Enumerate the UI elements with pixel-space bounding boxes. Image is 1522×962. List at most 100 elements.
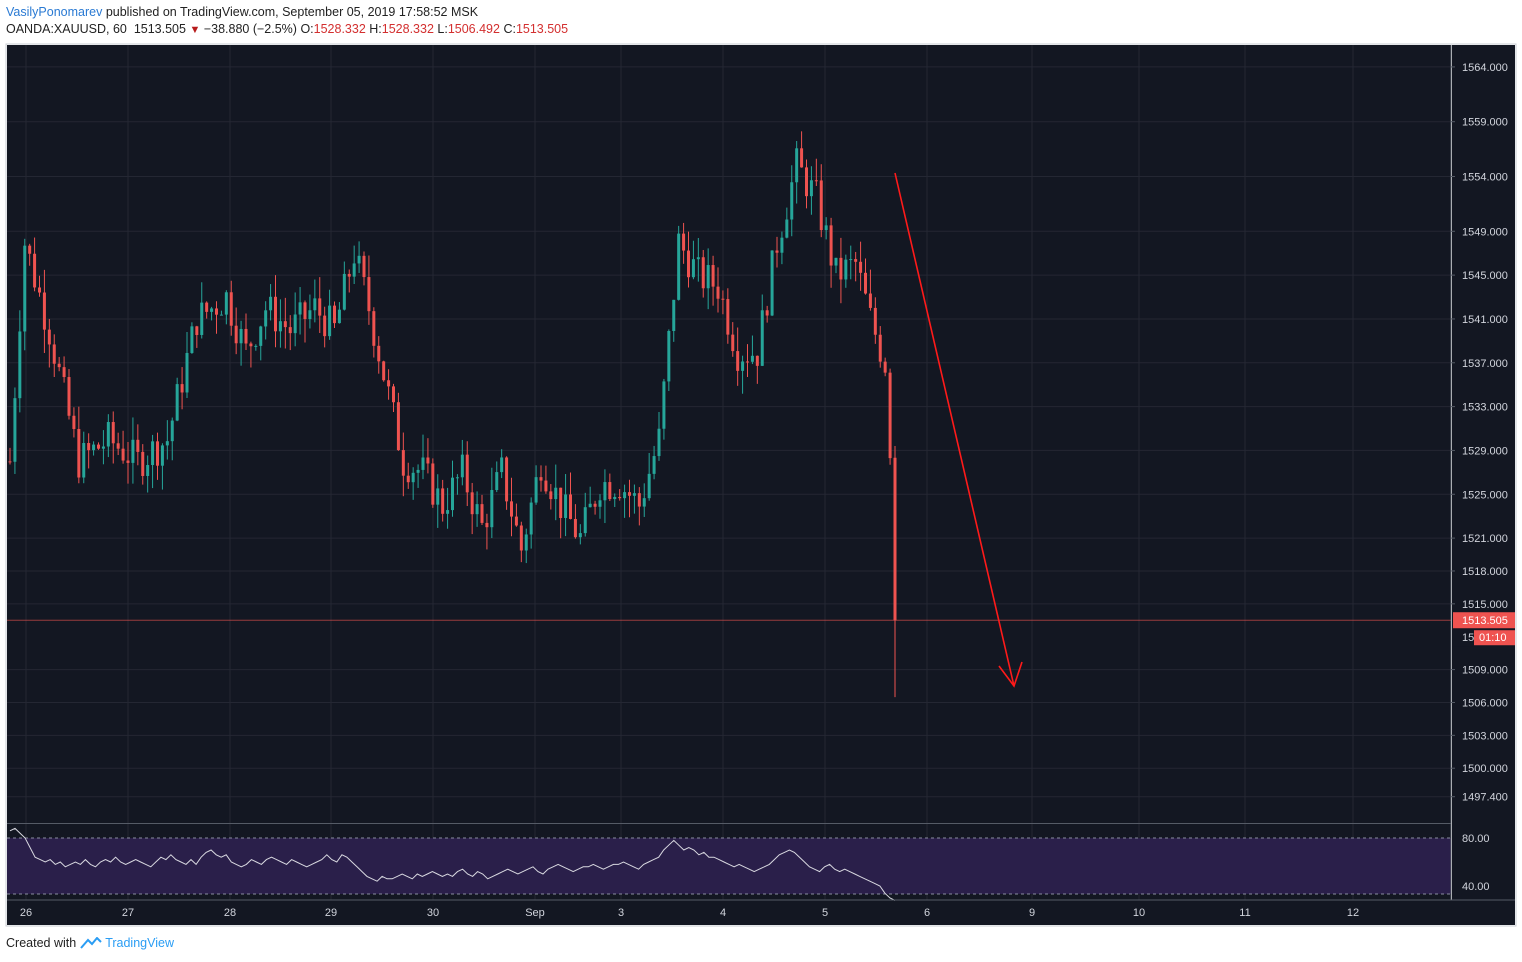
candle-body [18, 331, 22, 399]
candle-body [465, 454, 469, 493]
candle-body [455, 477, 459, 479]
candle-body [293, 314, 297, 334]
candle-body [377, 345, 381, 362]
y-tick-label: 1525.000 [1462, 489, 1508, 501]
candle-body [460, 454, 464, 478]
x-tick-label: 10 [1133, 907, 1145, 919]
high-value: 1528.332 [381, 22, 434, 36]
candle-body [57, 363, 61, 368]
candle-body [637, 493, 641, 507]
open-label: O: [300, 22, 314, 36]
candle-body [38, 287, 41, 293]
candle-body [785, 219, 789, 238]
candle-body [505, 457, 509, 502]
candle-body [539, 477, 543, 481]
candle-body [254, 345, 258, 347]
candle-body [239, 328, 243, 344]
candle-body [274, 296, 277, 332]
candle-body [42, 292, 46, 330]
candle-body [770, 250, 774, 316]
candle-body [854, 259, 858, 262]
candle-body [667, 330, 671, 382]
candle-body [337, 309, 341, 324]
candle-body [416, 469, 420, 473]
candle-body [721, 298, 725, 300]
candle-body [333, 305, 336, 324]
candle-body [711, 265, 715, 287]
author-link[interactable]: VasilyPonomarev [6, 5, 103, 19]
candle-body [318, 298, 322, 316]
candle-body [269, 296, 273, 311]
candle-body [603, 482, 607, 501]
x-tick-label: 29 [325, 907, 337, 919]
candle-body [92, 444, 96, 451]
candle-body [283, 321, 287, 328]
candle-body [215, 308, 218, 315]
rsi-pane [7, 827, 1451, 901]
candle-body [165, 441, 169, 446]
candle-body [175, 384, 179, 421]
candle-body [219, 314, 223, 316]
candle-body [382, 361, 386, 381]
candle-body [559, 487, 563, 518]
down-triangle-icon: ▼ [189, 24, 201, 36]
candle-body [475, 504, 479, 515]
candle-body [824, 225, 828, 231]
x-tick-label: 30 [427, 907, 439, 919]
candle-body [200, 302, 204, 335]
last-price: 1513.505 [133, 22, 186, 36]
ticker-line: OANDA:XAUUSD, 60 1513.505 ▼ −38.880 (−2.… [6, 21, 568, 38]
overlay: 1513.505 15 01:10 [7, 172, 1515, 688]
candle-body [229, 292, 233, 326]
candle-body [682, 233, 686, 251]
tradingview-link[interactable]: TradingView [105, 936, 174, 950]
candle-body [313, 298, 317, 311]
candle-body [829, 225, 833, 266]
candle-body [106, 422, 110, 447]
candle-body [800, 148, 804, 168]
candle-body [446, 510, 450, 514]
candle-body [755, 355, 759, 366]
x-tick-label: Sep [525, 907, 545, 919]
candle-body [308, 310, 312, 320]
y-tick-label: 1509.000 [1462, 665, 1508, 677]
grid [7, 45, 1451, 900]
candle-body [485, 522, 489, 528]
y-tick-label: 1564.000 [1462, 62, 1508, 74]
y-tick-label: 1497.400 [1462, 792, 1508, 804]
candle-body [888, 372, 892, 459]
y-tick-label: 1537.000 [1462, 358, 1508, 370]
x-tick-label: 28 [224, 907, 236, 919]
candle-body [765, 310, 769, 316]
candle-body [500, 457, 504, 473]
y-tick-label: 1549.000 [1462, 226, 1508, 238]
rsi-line [9, 827, 896, 901]
last-price-label: 1513.505 [1462, 615, 1508, 627]
y-tick-label: 1515.000 [1462, 599, 1508, 611]
candle-body [731, 334, 735, 352]
y-axis: 1564.000 1559.000 1554.000 1549.000 1545.000… [1450, 45, 1508, 900]
x-tick-label: 11 [1239, 907, 1250, 919]
last-price-badge [1453, 612, 1515, 629]
candle-body [436, 488, 440, 505]
candle-body [760, 310, 764, 366]
candle-body [583, 507, 587, 534]
symbol[interactable]: OANDA:XAUUSD, 60 [6, 22, 127, 36]
candle-body [421, 457, 425, 470]
candle-body [549, 491, 553, 500]
candle-body [859, 261, 863, 273]
countdown-label: 01:10 [1479, 632, 1507, 644]
candle-body [618, 496, 622, 499]
candle-body [809, 180, 813, 197]
candle-body [716, 286, 720, 299]
candle-body [234, 325, 238, 344]
close-value: 1513.505 [515, 22, 569, 36]
candle-body [170, 420, 174, 442]
candle-body [588, 503, 592, 508]
candle-body [839, 257, 843, 280]
candle-body [224, 292, 228, 315]
candle-body [608, 482, 612, 500]
candle-body [347, 273, 351, 277]
open-value: 1528.332 [313, 22, 366, 36]
